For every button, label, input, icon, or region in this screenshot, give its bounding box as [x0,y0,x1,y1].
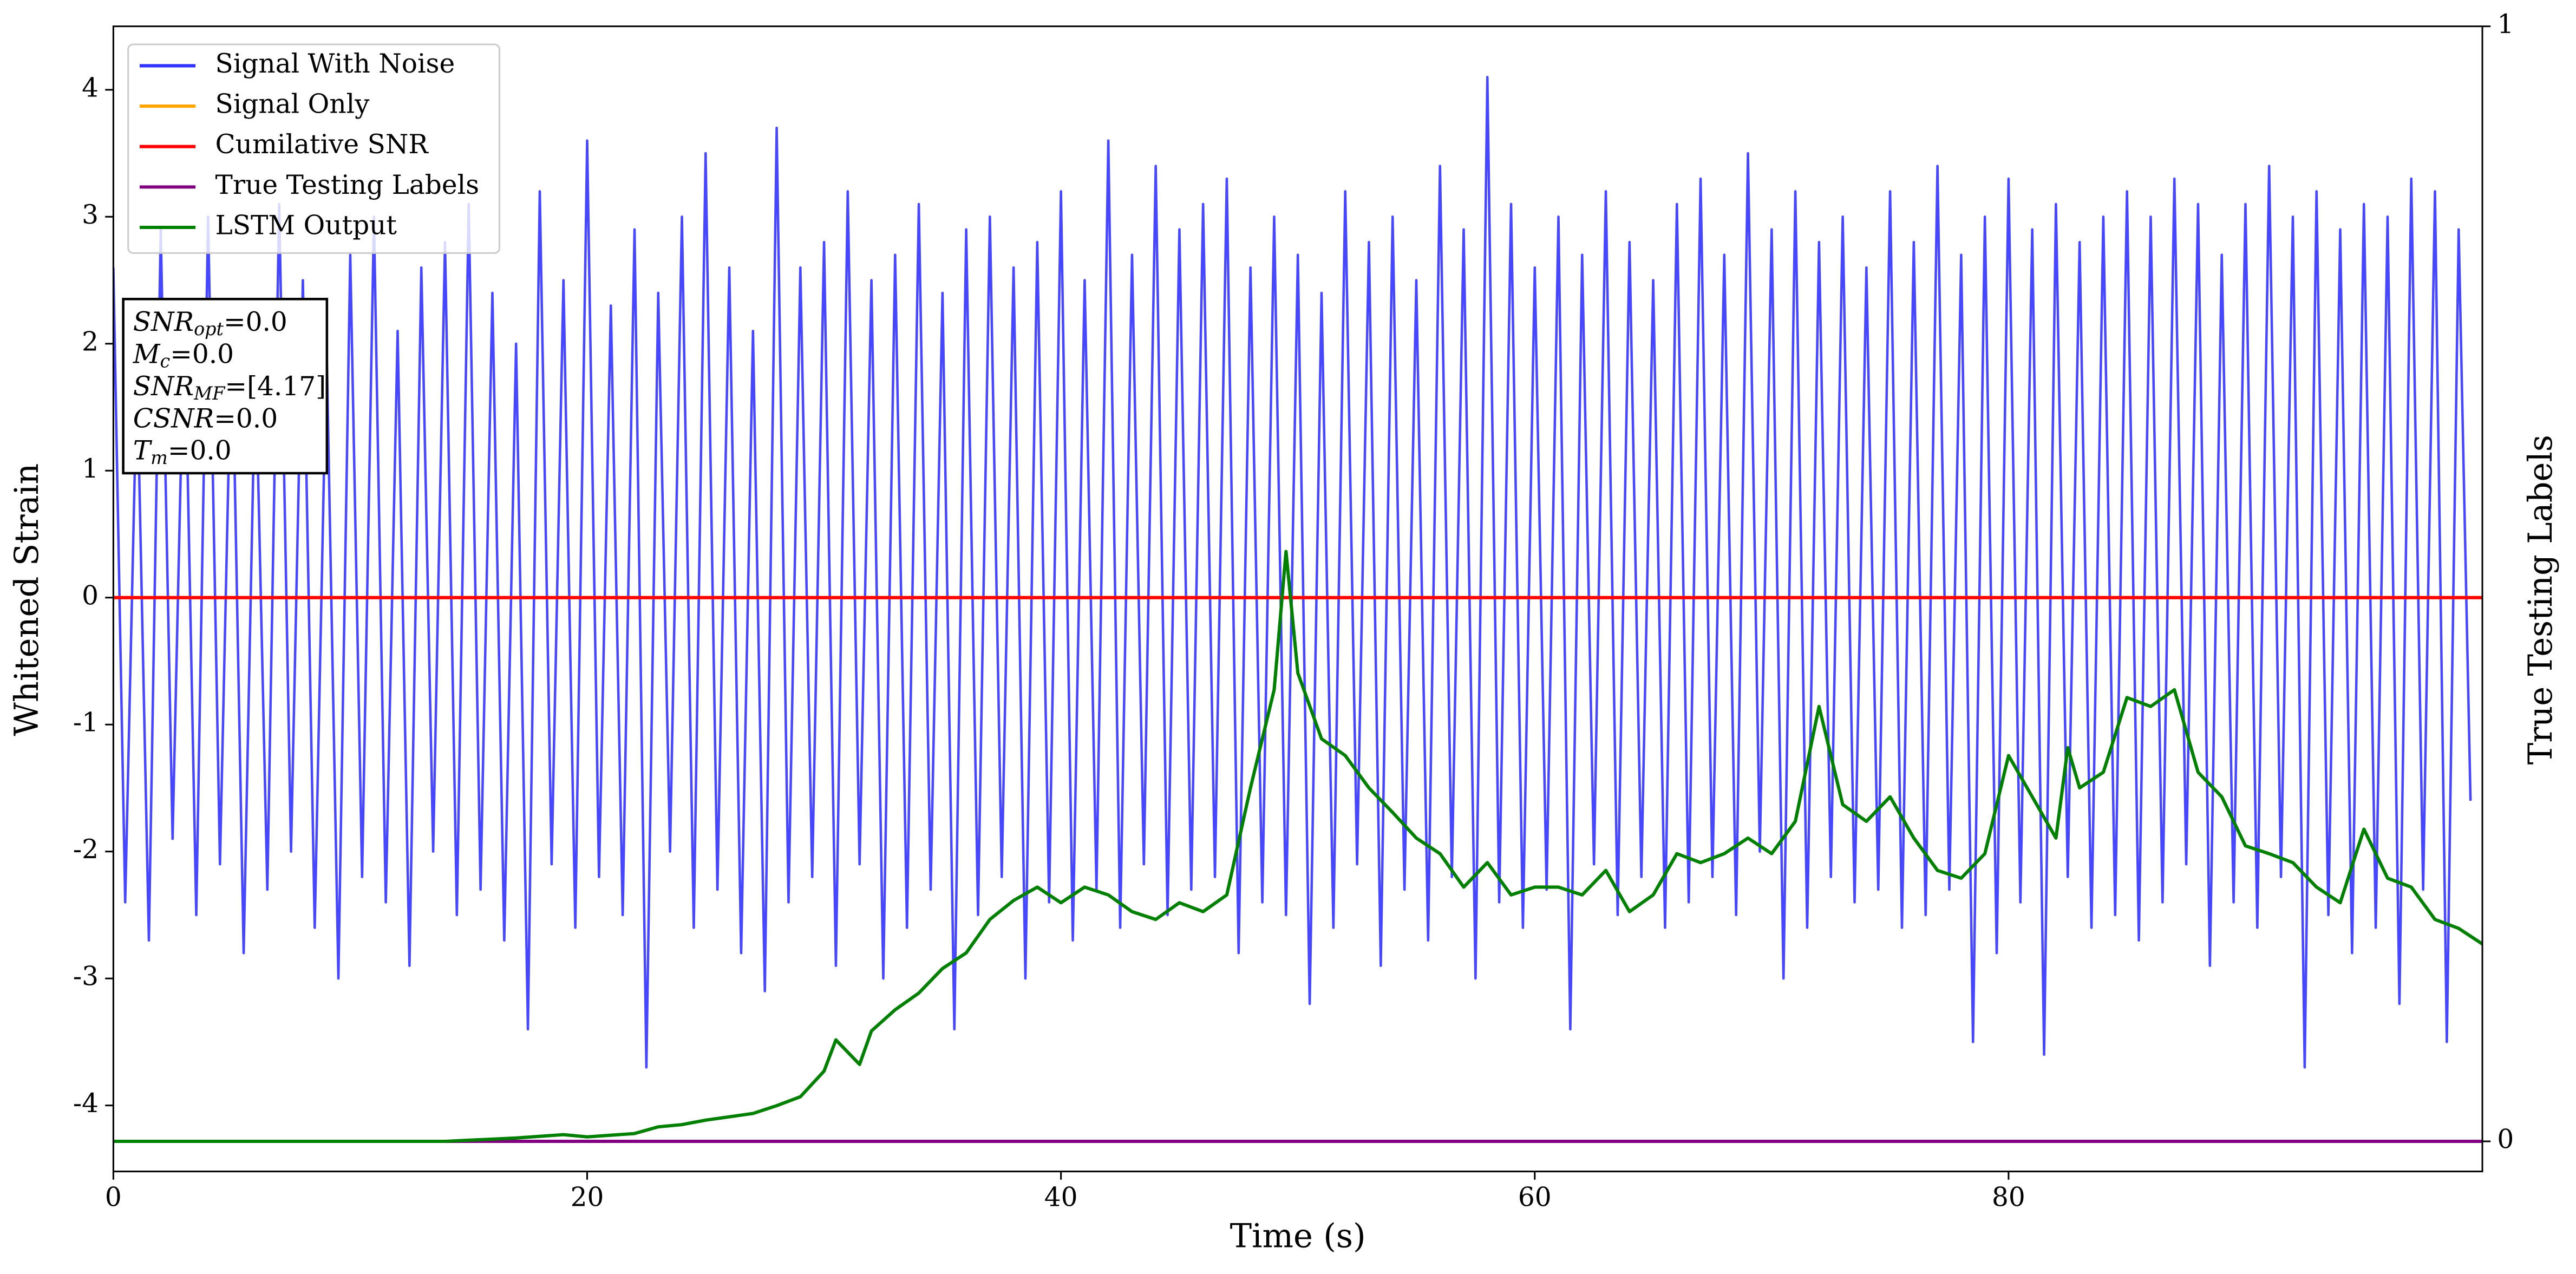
annotation-line: SNRopt=0.0 [133,306,287,339]
plot-area [113,76,2483,1144]
y-tick-label: 0 [82,580,99,611]
x-tick-label: 60 [1518,1182,1552,1213]
annotation-box [122,298,329,475]
x-tick-label: 0 [105,1182,122,1213]
x-tick-label: 20 [571,1182,604,1213]
legend-label: True Testing Labels [215,170,480,200]
legend-label: Signal Only [215,89,370,120]
annotation-sub: c [160,350,171,371]
annotation-line: SNRMF=[4.17] [133,371,326,404]
x-axis-label: Time (s) [1230,1218,1366,1256]
annotation-line: Mc=0.0 [133,339,234,372]
annotation-rest: =0.0 [170,339,234,369]
y-tick-label: 1 [82,454,99,484]
annotation-base: SNR [133,306,194,337]
annotation-rest: =0.0 [224,306,287,337]
y-axis-label: Whitened Strain [8,463,46,736]
x-tick-label: 80 [1992,1182,2025,1213]
y-tick-label: -3 [73,962,99,992]
x-tick-label: 40 [1044,1182,1078,1213]
annotation-sub: opt [194,318,224,339]
legend-label: Signal With Noise [215,49,455,79]
y-tick-label: 4 [82,73,99,103]
annotation-sub: MF [193,383,226,404]
annotation-rest: =[4.17] [225,371,326,401]
annotation-sub: m [151,447,168,468]
y2-tick-label: 0 [2497,1124,2514,1154]
y-tick-label: 2 [82,326,99,357]
annotation-rest: =0.0 [168,435,232,466]
y2-tick-label: 1 [2497,9,2514,40]
y2-axis-label: True Testing Labels [2522,435,2560,765]
series-line [113,550,2483,1144]
legend-label: Cumilative SNR [215,129,429,160]
plot-frame [112,25,2483,1173]
annotation-base: T [133,435,153,466]
legend-box [127,43,500,254]
annotation-rest: =0.0 [214,403,278,434]
series-line [113,76,2472,1069]
annotation-line: CSNR=0.0 [133,403,278,434]
annotation-base: SNR [133,371,194,401]
legend-label: LSTM Output [215,211,397,241]
y-tick-label: 3 [82,200,99,230]
y-tick-label: -4 [73,1088,99,1119]
annotation-base: M [133,339,161,369]
y-tick-label: -2 [73,834,99,865]
annotation-base: CSNR [133,403,214,434]
y-tick-label: -1 [73,708,99,738]
annotation-line: Tm=0.0 [133,435,232,468]
